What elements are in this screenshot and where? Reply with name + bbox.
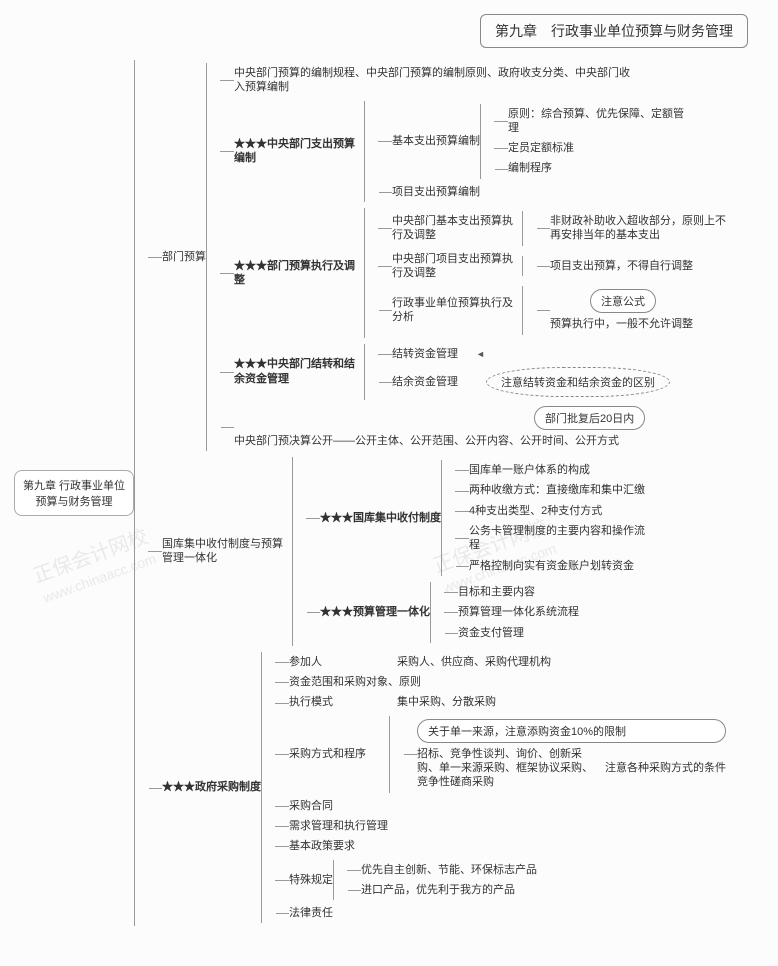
s2-n1-c1: 国库单一账户体系的构成 xyxy=(469,463,590,477)
s1-n1-c1: 基本支出预算编制 xyxy=(392,134,480,148)
mindmap-root-row: 第九章 行政事业单位预算与财务管理 部门预算 中央部门预算的编制规程、中央部门预… xyxy=(10,60,768,926)
s1-n2-c2-note: 项目支出预算，不得自行调整 xyxy=(550,259,693,273)
chapter-title-box: 第九章 行政事业单位预算与财务管理 xyxy=(480,14,748,48)
s1-top: 中央部门预算的编制规程、中央部门预算的编制原则、政府收支分类、中央部门收入预算编… xyxy=(234,66,634,95)
s3-c7: 基本政策要求 xyxy=(289,839,355,853)
s2-n2-label: ★★★预算管理一体化 xyxy=(320,605,430,619)
s2-n2-c2: 预算管理一体化系统流程 xyxy=(458,605,579,619)
s2-n1-label: ★★★国库集中收付制度 xyxy=(320,511,441,525)
root-node: 第九章 行政事业单位预算与财务管理 xyxy=(14,470,134,516)
s3-c4-note: 招标、竞争性谈判、询价、创新采购、单一来源采购、框架协议采购、竞争性磋商采购 xyxy=(417,747,597,790)
s1-n3-note: 注意结转资金和结余资金的区别 xyxy=(486,367,670,397)
s1-n2: ★★★部门预算执行及调整 中央部门基本支出预算执行及调整 非财政补助收入超收部分… xyxy=(220,205,730,340)
s1-n1-label: ★★★中央部门支出预算编制 xyxy=(234,137,364,166)
s3-c4-callout: 关于单一来源，注意添购资金10%的限制 xyxy=(417,719,726,743)
s3-c4: 采购方式和程序 xyxy=(289,747,389,761)
s1-n2-c1: 中央部门基本支出预算执行及调整 xyxy=(392,214,522,243)
s1-n1-c1-g2: 定员定额标准 xyxy=(508,141,574,155)
s3-c3: 执行模式 xyxy=(289,695,389,709)
s1-n2-c1-note: 非财政补助收入超收部分，原则上不再安排当年的基本支出 xyxy=(550,214,730,243)
s3-c1: 参加人 xyxy=(289,655,389,669)
s3-c8-g1: 优先自主创新、节能、环保标志产品 xyxy=(361,863,537,877)
s1-n3: ★★★中央部门结转和结余资金管理 结转资金管理 结余资金管理 注意结转资金和结余… xyxy=(220,341,730,403)
section-2-label: 国库集中收付制度与预算管理一体化 xyxy=(162,537,292,566)
arrow-icon xyxy=(466,348,491,360)
section-1: 部门预算 中央部门预算的编制规程、中央部门预算的编制原则、政府收支分类、中央部门… xyxy=(148,60,730,454)
s1-n1-c1-g3: 编制程序 xyxy=(508,161,552,175)
s3-c3-note: 集中采购、分散采购 xyxy=(397,695,496,709)
s2-n1-c3: 4种支出类型、2种支付方式 xyxy=(469,504,602,518)
s2-n1-c2: 两种收缴方式：直接缴库和集中汇缴 xyxy=(469,483,645,497)
s1-n1-c2: 项目支出预算编制 xyxy=(392,185,480,199)
s3-c9: 法律责任 xyxy=(289,906,333,920)
s3-c1-note: 采购人、供应商、采购代理机构 xyxy=(397,655,551,669)
s3-c2: 资金范围和采购对象、原则 xyxy=(289,675,421,689)
s1-n2-c2: 中央部门项目支出预算执行及调整 xyxy=(392,252,522,281)
s3-c5: 采购合同 xyxy=(289,799,333,813)
section-3: ★★★政府采购制度 参加人 采购人、供应商、采购代理机构 资金范围和采购对象、原… xyxy=(148,649,730,927)
section-1-label: 部门预算 xyxy=(162,250,206,264)
s1-n1: ★★★中央部门支出预算编制 基本支出预算编制 原则：综合预算、优先保障、定额管理… xyxy=(220,98,730,205)
chapter-title: 第九章 行政事业单位预算与财务管理 xyxy=(495,23,733,39)
s2-n1-c4: 公务卡管理制度的主要内容和操作流程 xyxy=(469,524,649,553)
s1-n2-label: ★★★部门预算执行及调整 xyxy=(234,259,364,288)
s3-c4-tail: 注意各种采购方式的条件 xyxy=(605,761,726,775)
s2-n2-c3: 资金支付管理 xyxy=(458,626,524,640)
section-3-label: ★★★政府采购制度 xyxy=(162,780,261,794)
s3-c8-g2: 进口产品，优先利于我方的产品 xyxy=(361,883,515,897)
section-2: 国库集中收付制度与预算管理一体化 ★★★国库集中收付制度 国库单一账户体系的构成… xyxy=(148,454,730,649)
level1-branch: 部门预算 中央部门预算的编制规程、中央部门预算的编制原则、政府收支分类、中央部门… xyxy=(134,60,730,926)
s1-n2-c3-note: 预算执行中，一般不允许调整 xyxy=(550,317,693,331)
s1-n2-c3: 行政事业单位预算执行及分析 xyxy=(392,296,522,325)
s2-n2-c1: 目标和主要内容 xyxy=(458,585,535,599)
s1-n4-label: 中央部门预决算公开——公开主体、公开范围、公开内容、公开时间、公开方式 xyxy=(234,434,619,448)
s1-n4-callout: 部门批复后20日内 xyxy=(534,406,645,430)
s1-n3-c2: 结余资金管理 xyxy=(392,375,458,389)
s1-n3-c1: 结转资金管理 xyxy=(392,347,458,361)
s1-n2-c3-callout: 注意公式 xyxy=(590,289,656,313)
s3-c6: 需求管理和执行管理 xyxy=(289,819,388,833)
s1-n3-label: ★★★中央部门结转和结余资金管理 xyxy=(234,357,364,386)
s2-n1-c5: 严格控制向实有资金账户划转资金 xyxy=(469,559,634,573)
s1-n1-c1-g1: 原则：综合预算、优先保障、定额管理 xyxy=(508,107,688,136)
s3-c8: 特殊规定 xyxy=(289,873,333,887)
